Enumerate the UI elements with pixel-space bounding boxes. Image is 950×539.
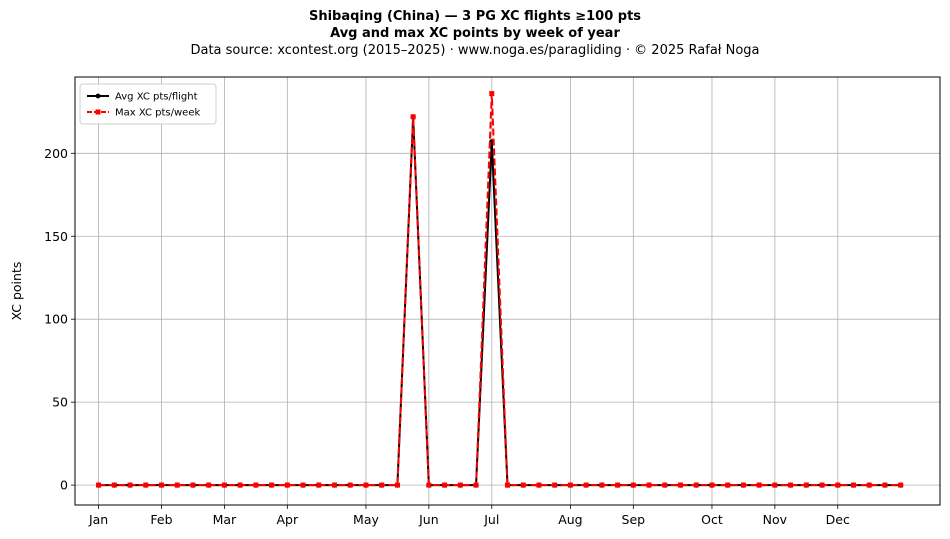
x-tick-label: Jan <box>88 512 108 527</box>
data-point <box>190 482 196 488</box>
data-point <box>143 482 149 488</box>
data-point <box>709 482 715 488</box>
data-point <box>583 482 589 488</box>
x-tick-label: May <box>353 512 379 527</box>
legend: Avg XC pts/flight Max XC pts/week <box>79 83 217 125</box>
data-point <box>111 482 117 488</box>
data-point <box>300 482 306 488</box>
data-point <box>363 482 369 488</box>
x-tick-label: Sep <box>622 512 646 527</box>
y-tick-label: 0 <box>60 478 68 493</box>
legend-marker <box>95 93 101 99</box>
series-line-1 <box>98 92 901 487</box>
data-point <box>552 482 558 488</box>
legend-marker <box>95 109 101 115</box>
x-tick-label: Dec <box>826 512 850 527</box>
chart-title: Shibaqing (China) — 3 PG XC flights ≥100… <box>308 9 642 24</box>
data-point <box>473 482 479 488</box>
data-point <box>630 482 636 488</box>
data-point <box>442 482 448 488</box>
data-point <box>866 482 872 488</box>
data-point <box>96 482 102 488</box>
x-tick-label: Aug <box>558 512 582 527</box>
data-point <box>898 482 904 488</box>
grid <box>75 77 940 505</box>
data-point <box>221 482 227 488</box>
data-point <box>803 482 809 488</box>
y-axis-label: XC points <box>9 262 24 321</box>
data-point <box>646 482 652 488</box>
data-point <box>788 482 794 488</box>
data-point <box>284 482 290 488</box>
data-point <box>316 482 322 488</box>
data-point <box>159 482 164 488</box>
y-tick-label: 150 <box>44 229 68 244</box>
data-point <box>567 482 573 488</box>
data-point <box>851 482 856 488</box>
data-point <box>725 482 731 488</box>
data-point <box>347 482 353 488</box>
data-point <box>520 482 526 488</box>
axes: Jan Feb Mar Apr May Jun Jul Aug Sep Oct Nov Dec 0 50 1… <box>44 146 850 527</box>
chart-title-block: Shibaqing (China) — 3 PG XC flights ≥100… <box>0 8 950 59</box>
y-tick-label: 50 <box>52 395 68 410</box>
x-tick-label: Jul <box>483 512 499 527</box>
x-tick-label: Feb <box>150 512 172 527</box>
data-point <box>489 91 495 97</box>
data-point <box>410 114 416 120</box>
data-point <box>772 482 778 488</box>
data-point <box>693 482 699 488</box>
data-point <box>615 482 621 488</box>
data-point <box>662 482 668 488</box>
series-layer <box>95 91 904 488</box>
legend-label: Avg XC pts/flight <box>115 92 198 103</box>
data-point <box>599 482 605 488</box>
data-point <box>426 482 432 488</box>
data-point <box>174 482 180 488</box>
legend-box <box>79 83 217 125</box>
chart-subtitle: Avg and max XC points by week of year <box>330 26 620 41</box>
data-point <box>457 482 463 488</box>
y-tick-label: 200 <box>44 146 68 161</box>
y-tick-label: 100 <box>44 312 68 327</box>
legend-label: Max XC pts/week <box>115 108 200 119</box>
x-tick-label: Jun <box>418 512 439 527</box>
x-tick-label: Mar <box>213 512 237 527</box>
data-point <box>882 482 888 488</box>
x-tick-label: Apr <box>277 512 299 527</box>
data-point <box>379 482 385 488</box>
data-point <box>835 482 841 488</box>
data-point <box>127 482 133 488</box>
chart-source-line: Data source: xcontest.org (2015–2025) · … <box>190 43 760 58</box>
data-point <box>394 482 400 488</box>
x-tick-label: Nov <box>763 512 788 527</box>
data-point <box>206 482 212 488</box>
data-point <box>740 482 746 488</box>
data-point <box>237 482 243 488</box>
data-point <box>253 482 259 488</box>
data-point <box>819 482 825 488</box>
data-point <box>756 482 762 488</box>
x-tick-label: Oct <box>701 512 723 527</box>
data-point <box>678 482 683 488</box>
plot-frame <box>74 76 941 506</box>
data-point <box>536 482 542 488</box>
data-point <box>332 482 337 488</box>
data-point <box>269 482 275 488</box>
data-point <box>505 482 510 488</box>
